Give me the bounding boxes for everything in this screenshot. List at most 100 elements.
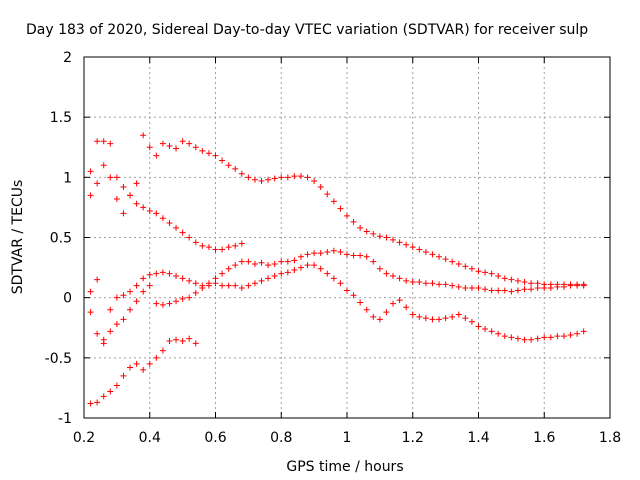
- data-point-marker: [363, 306, 370, 313]
- data-point-marker: [357, 224, 364, 231]
- data-point-marker: [94, 138, 101, 145]
- data-point-marker: [311, 262, 318, 269]
- x-tick-label: 0.2: [73, 430, 95, 446]
- x-tick-label: 1.2: [402, 430, 424, 446]
- data-point-marker: [133, 180, 140, 187]
- data-point-marker: [251, 280, 258, 287]
- data-point-marker: [508, 276, 515, 283]
- data-point-marker: [173, 273, 180, 280]
- data-point-marker: [396, 297, 403, 304]
- data-point-marker: [140, 132, 147, 139]
- data-point-marker: [238, 170, 245, 177]
- data-point-marker: [442, 256, 449, 263]
- data-point-marker: [514, 287, 521, 294]
- data-point-marker: [429, 280, 436, 287]
- data-point-marker: [153, 152, 160, 159]
- y-axis-label: SDTVAR / TECUs: [10, 180, 26, 295]
- data-point-marker: [186, 335, 193, 342]
- data-point-marker: [173, 145, 180, 152]
- data-point-marker: [219, 157, 226, 164]
- y-tick-label: 1.5: [50, 110, 72, 126]
- data-point-marker: [462, 315, 469, 322]
- data-point-marker: [219, 282, 226, 289]
- data-point-marker: [376, 316, 383, 323]
- data-point-marker: [87, 192, 94, 199]
- data-point-marker: [100, 138, 107, 145]
- data-point-marker: [140, 288, 147, 295]
- data-point-marker: [232, 282, 239, 289]
- data-point-marker: [422, 315, 429, 322]
- data-point-marker: [370, 258, 377, 265]
- data-point-marker: [166, 337, 173, 344]
- data-point-marker: [291, 266, 298, 273]
- data-point-marker: [127, 288, 134, 295]
- data-point-marker: [383, 270, 390, 277]
- data-point-marker: [495, 287, 502, 294]
- data-point-marker: [140, 275, 147, 282]
- data-point-marker: [508, 288, 515, 295]
- data-point-marker: [554, 281, 561, 288]
- data-point-marker: [212, 152, 219, 159]
- y-tick-label: -0.5: [45, 351, 72, 367]
- data-point-marker: [370, 230, 377, 237]
- data-point-marker: [192, 280, 199, 287]
- data-point-marker: [436, 316, 443, 323]
- data-point-marker: [251, 260, 258, 267]
- data-point-marker: [297, 173, 304, 180]
- data-point-marker: [370, 313, 377, 320]
- data-point-marker: [133, 282, 140, 289]
- data-point-marker: [567, 281, 574, 288]
- data-point-marker: [284, 258, 291, 265]
- data-point-marker: [100, 162, 107, 169]
- data-point-marker: [232, 242, 239, 249]
- data-point-marker: [416, 279, 423, 286]
- data-point-marker: [462, 263, 469, 270]
- data-point-marker: [245, 174, 252, 181]
- data-point-marker: [238, 240, 245, 247]
- data-point-marker: [482, 325, 489, 332]
- data-point-marker: [192, 289, 199, 296]
- data-point-marker: [475, 268, 482, 275]
- data-point-marker: [495, 273, 502, 280]
- data-point-marker: [120, 316, 127, 323]
- series-satellite-track-2: [87, 247, 587, 347]
- data-point-marker: [409, 279, 416, 286]
- data-points: [87, 132, 587, 407]
- data-point-marker: [159, 347, 166, 354]
- data-point-marker: [317, 250, 324, 257]
- data-point-marker: [357, 299, 364, 306]
- data-point-marker: [153, 300, 160, 307]
- data-point-marker: [350, 218, 357, 225]
- data-point-marker: [173, 224, 180, 231]
- data-point-marker: [547, 334, 554, 341]
- data-point-marker: [133, 360, 140, 367]
- data-point-marker: [265, 176, 272, 183]
- data-point-marker: [560, 333, 567, 340]
- data-point-marker: [350, 292, 357, 299]
- data-point-marker: [278, 270, 285, 277]
- data-point-marker: [94, 330, 101, 337]
- data-point-marker: [462, 285, 469, 292]
- data-point-marker: [159, 269, 166, 276]
- data-point-marker: [383, 234, 390, 241]
- data-point-marker: [291, 257, 298, 264]
- data-point-marker: [120, 183, 127, 190]
- series-satellite-track-1: [87, 335, 199, 407]
- data-point-marker: [442, 281, 449, 288]
- data-point-marker: [409, 311, 416, 318]
- data-point-marker: [344, 287, 350, 294]
- data-point-marker: [409, 244, 416, 251]
- data-point-marker: [199, 147, 206, 154]
- y-tick-label: 0.5: [50, 231, 72, 247]
- x-tick-label: 1.6: [533, 430, 555, 446]
- y-tick-label: -1: [58, 411, 72, 427]
- data-point-marker: [514, 335, 521, 342]
- data-point-marker: [225, 162, 232, 169]
- data-point-marker: [159, 215, 166, 222]
- data-point-marker: [337, 205, 344, 212]
- data-point-marker: [468, 265, 475, 272]
- data-point-marker: [238, 285, 245, 292]
- data-point-marker: [390, 300, 397, 307]
- series-satellite-track-4: [87, 132, 587, 288]
